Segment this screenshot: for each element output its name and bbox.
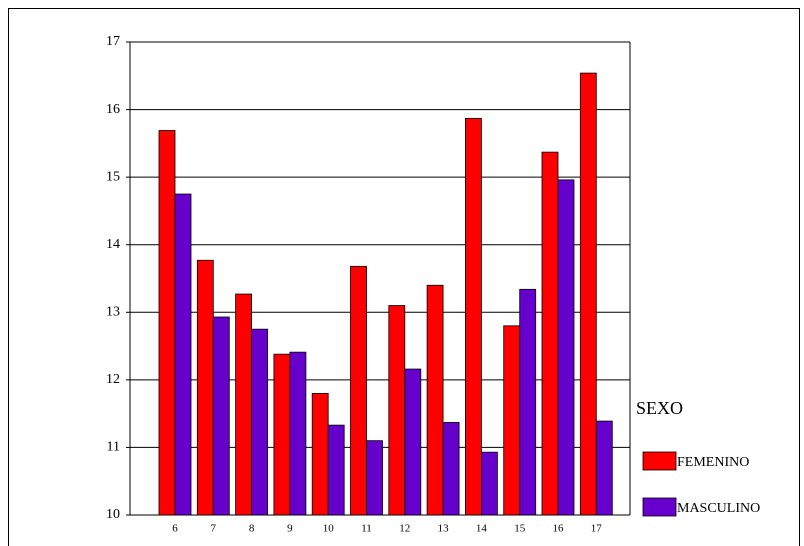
y-tick-label: 14 — [106, 237, 120, 252]
bar — [442, 422, 460, 516]
y-tick-label: 13 — [106, 305, 120, 320]
x-tick-label: 9 — [287, 523, 293, 535]
legend-swatch — [642, 451, 677, 471]
bar — [503, 325, 521, 516]
bar — [557, 179, 575, 516]
bar — [174, 193, 192, 516]
bar — [212, 316, 230, 516]
bar — [426, 284, 444, 516]
bar — [158, 130, 176, 516]
bar — [579, 72, 597, 516]
bar — [464, 117, 482, 516]
bar — [541, 151, 559, 516]
legend-swatch — [642, 497, 677, 517]
x-tick-label: 16 — [553, 523, 565, 535]
x-tick-label: 14 — [476, 523, 488, 535]
bar — [350, 265, 367, 516]
bar — [519, 288, 537, 516]
x-tick-label: 7 — [211, 523, 217, 535]
bar — [196, 259, 214, 516]
x-tick-label: 13 — [438, 523, 450, 535]
y-tick-label: 17 — [106, 34, 120, 49]
bar — [251, 328, 269, 516]
bar — [273, 353, 291, 516]
x-tick-label: 6 — [172, 523, 178, 535]
y-tick-label: 12 — [106, 372, 120, 387]
x-tick-label: 11 — [361, 523, 372, 535]
y-tick-label: 10 — [106, 507, 120, 522]
x-tick-label: 8 — [249, 523, 255, 535]
bar — [366, 440, 383, 516]
bar — [327, 424, 345, 516]
bar — [595, 420, 613, 516]
y-tick-label: 16 — [106, 102, 120, 117]
bar — [480, 451, 498, 516]
frame — [8, 8, 800, 546]
y-tick-label: 15 — [106, 169, 120, 184]
y-tick-label: 11 — [107, 440, 120, 455]
legend-title: SEXO — [636, 398, 683, 418]
legend-label: FEMENINO — [677, 455, 749, 470]
bar — [289, 351, 307, 516]
legend-label: MASCULINO — [677, 501, 760, 516]
bar — [404, 368, 422, 516]
x-tick-label: 15 — [514, 523, 526, 535]
bar — [388, 305, 406, 516]
x-tick-label: 10 — [323, 523, 335, 535]
x-tick-label: 12 — [399, 523, 410, 535]
x-tick-label: 17 — [591, 523, 603, 535]
bar — [235, 293, 253, 516]
bar — [311, 392, 329, 516]
